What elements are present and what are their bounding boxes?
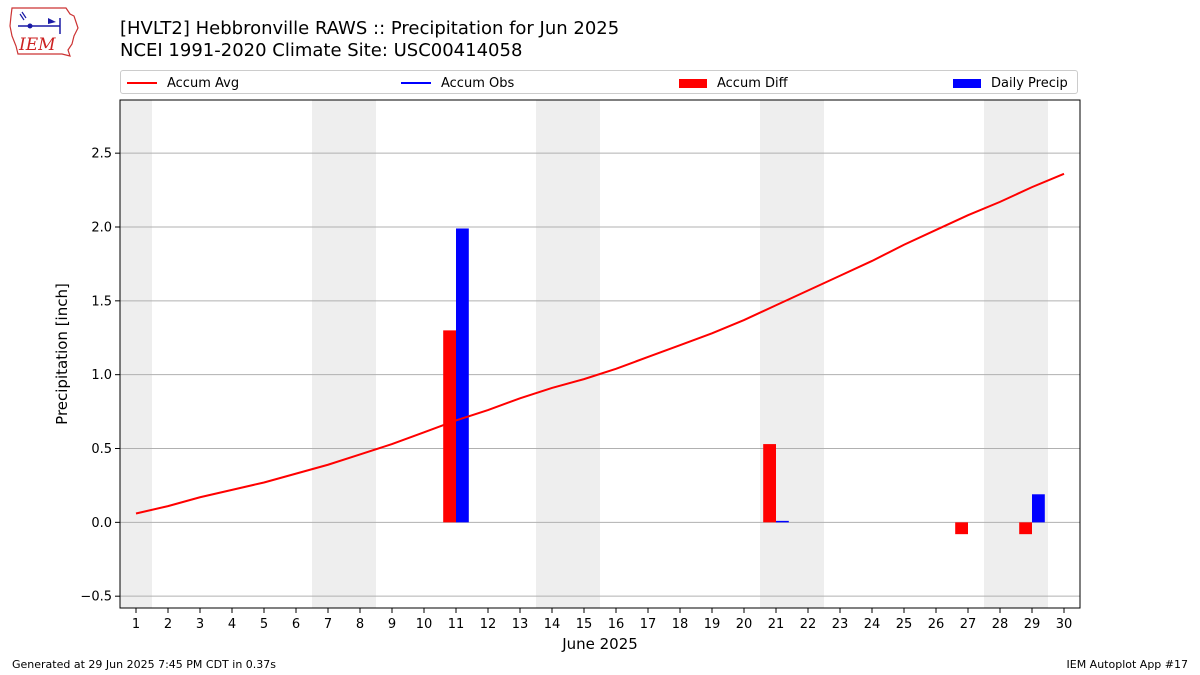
footer-app-id: IEM Autoplot App #17 (1066, 658, 1189, 671)
legend-swatch-accum-avg (127, 82, 157, 84)
x-tick-label: 13 (512, 617, 529, 632)
x-tick-label: 16 (608, 617, 625, 632)
footer-generated: Generated at 29 Jun 2025 7:45 PM CDT in … (12, 658, 277, 671)
x-tick-label: 18 (672, 617, 689, 632)
chart-title-line1: [HVLT2] Hebbronville RAWS :: Precipitati… (120, 18, 620, 39)
weekend-shade-4 (984, 100, 1048, 608)
weekend-shade-1 (312, 100, 376, 608)
x-tick-label: 12 (480, 617, 497, 632)
wind-vane (48, 18, 56, 24)
legend-swatch-accum-obs (401, 82, 431, 84)
x-tick-label: 10 (416, 617, 433, 632)
weekend-shade-0 (120, 100, 152, 608)
daily-precip-bar (776, 520, 789, 523)
y-tick-label: 2.0 (91, 221, 112, 236)
y-tick-label: 2.5 (91, 147, 112, 162)
accum-avg-line (135, 172, 1065, 515)
plot-frame (119, 99, 1081, 609)
x-tick-label: 28 (992, 617, 1009, 632)
accum-diff-bar (443, 330, 456, 523)
chart-title: [HVLT2] Hebbronville RAWS :: Precipitati… (120, 18, 619, 62)
y-tick-label: 0.0 (91, 516, 112, 531)
y-tick-label: −0.5 (80, 590, 112, 605)
y-tick-label: 1.0 (91, 368, 112, 383)
legend-label-daily-precip: Daily Precip (991, 75, 1068, 91)
x-tick-label: 23 (832, 617, 849, 632)
legend-swatch-daily-precip (953, 78, 981, 88)
x-tick-label: 14 (544, 617, 561, 632)
x-tick-label: 17 (640, 617, 657, 632)
x-tick-label: 7 (324, 617, 332, 632)
x-tick-label: 27 (960, 617, 977, 632)
legend-item-accum-avg: Accum Avg (127, 71, 239, 95)
x-tick-label: 26 (928, 617, 945, 632)
x-tick-label: 11 (448, 617, 465, 632)
x-tick-label: 5 (260, 617, 268, 632)
legend-label-accum-diff: Accum Diff (717, 75, 788, 91)
y-axis-label: Precipitation [inch] (53, 283, 71, 425)
accum-diff-bar (1019, 522, 1032, 535)
legend-label-accum-avg: Accum Avg (167, 75, 240, 91)
legend: Accum Avg Accum Obs Accum Diff Daily Pre… (120, 70, 1078, 94)
x-axis-label: June 2025 (561, 635, 638, 653)
y-tick-label: 1.5 (91, 294, 112, 309)
y-tick-label: 0.5 (91, 442, 112, 457)
x-tick-label: 6 (292, 617, 300, 632)
logo-text: IEM (18, 35, 56, 55)
x-tick-label: 20 (736, 617, 753, 632)
x-tick-label: 22 (800, 617, 817, 632)
x-tick-label: 1 (132, 617, 140, 632)
iem-logo: IEM (9, 7, 79, 57)
x-tick-label: 4 (228, 617, 236, 632)
x-tick-label: 25 (896, 617, 913, 632)
legend-item-accum-diff: Accum Diff (679, 71, 788, 95)
legend-swatch-accum-diff (679, 78, 707, 88)
accum-diff-bar (955, 522, 968, 535)
weekend-shade-3 (760, 100, 824, 608)
daily-precip-bar (1032, 494, 1045, 523)
x-tick-label: 3 (196, 617, 204, 632)
iowa-state-outline (9, 7, 79, 57)
x-tick-label: 8 (356, 617, 364, 632)
legend-item-daily-precip: Daily Precip (953, 71, 1068, 95)
daily-precip-bar (456, 228, 469, 523)
accum-diff-bar (763, 444, 776, 523)
legend-label-accum-obs: Accum Obs (441, 75, 515, 91)
weekend-shade-2 (536, 100, 600, 608)
x-tick-label: 21 (768, 617, 785, 632)
anemometer-icon (19, 11, 27, 21)
x-tick-label: 24 (864, 617, 881, 632)
chart-title-line2: NCEI 1991-2020 Climate Site: USC00414058 (120, 40, 523, 61)
x-tick-label: 9 (388, 617, 396, 632)
x-tick-label: 30 (1056, 617, 1073, 632)
x-tick-label: 29 (1024, 617, 1041, 632)
x-tick-label: 2 (164, 617, 172, 632)
legend-item-accum-obs: Accum Obs (401, 71, 514, 95)
x-tick-label: 19 (704, 617, 721, 632)
x-tick-label: 15 (576, 617, 593, 632)
